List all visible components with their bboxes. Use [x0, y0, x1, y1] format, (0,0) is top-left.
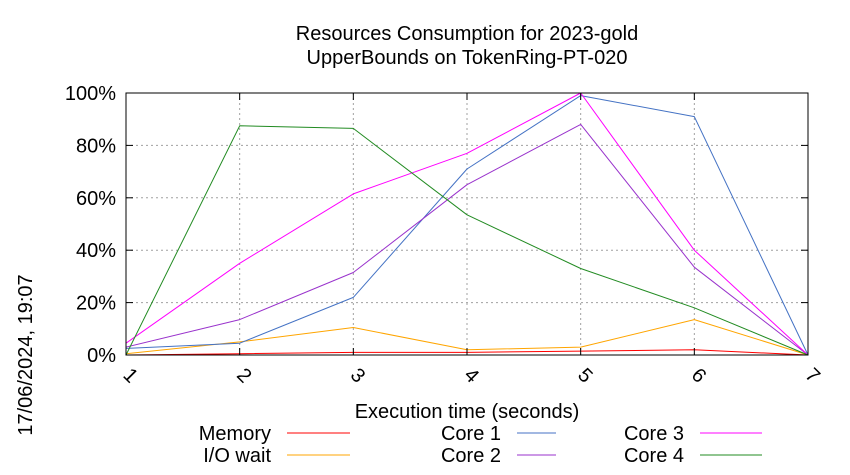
- y-tick-label: 0%: [87, 345, 116, 367]
- y-tick-label: 100%: [65, 83, 116, 105]
- series-line-core-4: [125, 125, 809, 356]
- x-tick-label: 4: [460, 364, 483, 387]
- legend-label-memory: Memory: [199, 423, 271, 445]
- x-tick-label: 7: [801, 364, 824, 387]
- chart-subtitle: UpperBounds on TokenRing-PT-020: [307, 47, 628, 69]
- x-tick-label: 5: [573, 364, 596, 387]
- series-line-core-2: [125, 123, 809, 356]
- y-tick-label: 20%: [76, 293, 116, 315]
- chart-title: Resources Consumption for 2023-gold: [296, 23, 638, 45]
- timestamp-label: 17/06/2024, 19:07: [15, 274, 37, 435]
- x-tick-label: 1: [119, 364, 142, 387]
- series-line-core-3: [125, 92, 809, 356]
- y-axis-ticks: 0% 20% 40% 60% 80% 100%: [65, 83, 808, 367]
- x-tick-label: 2: [232, 364, 255, 387]
- legend-label-core-3: Core 3: [624, 423, 684, 445]
- y-tick-label: 60%: [76, 188, 116, 210]
- legend-label-core-4: Core 4: [624, 445, 684, 467]
- grid: [126, 93, 808, 355]
- y-tick-label: 40%: [76, 240, 116, 262]
- series-line-core-1: [125, 95, 809, 356]
- legend-label-core-1: Core 1: [441, 423, 501, 445]
- legend-label-i-o-wait: I/O wait: [203, 445, 271, 467]
- legend-label-core-2: Core 2: [441, 445, 501, 467]
- y-tick-label: 80%: [76, 135, 116, 157]
- x-tick-label: 6: [687, 364, 710, 387]
- x-tick-label: 3: [346, 364, 369, 387]
- x-axis-label: Execution time (seconds): [355, 401, 580, 423]
